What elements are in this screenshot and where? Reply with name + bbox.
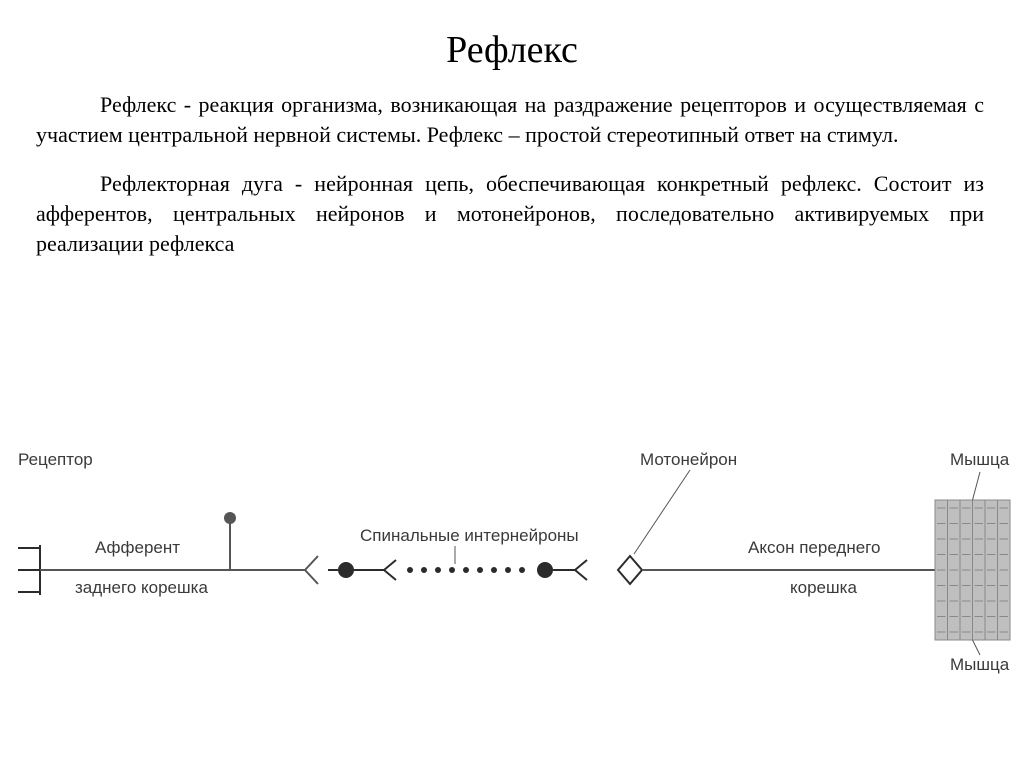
label-muscle-bot: Мышца (950, 655, 1009, 675)
label-muscle-top: Мышца (950, 450, 1009, 470)
label-afferent-top: Афферент (95, 538, 180, 558)
label-receptor: Рецептор (18, 450, 93, 470)
label-axon-bot: корешка (790, 578, 857, 598)
label-axon-top: Аксон переднего (748, 538, 880, 558)
paragraph-1: Рефлекс - реакция организма, возникающая… (0, 90, 1024, 149)
diagram-svg (0, 430, 1024, 690)
page-title: Рефлекс (0, 0, 1024, 90)
label-motoneuron: Мотонейрон (640, 450, 737, 470)
paragraph-2: Рефлекторная дуга - нейронная цепь, обес… (0, 169, 1024, 258)
label-interneurons: Спинальные интернейроны (360, 526, 579, 546)
label-afferent-bot: заднего корешка (75, 578, 208, 598)
reflex-arc-diagram: Рецептор Афферент заднего корешка Спинал… (0, 430, 1024, 690)
